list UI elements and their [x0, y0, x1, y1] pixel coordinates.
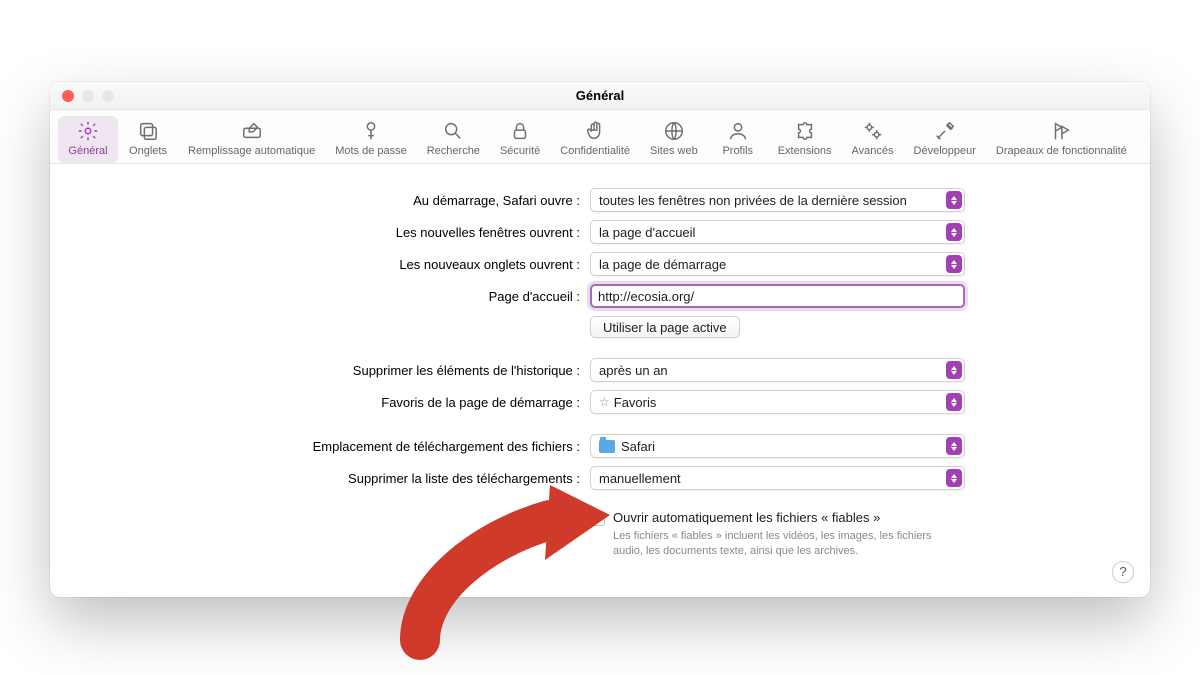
select-favorites[interactable]: ☆ Favoris — [590, 390, 965, 414]
toolbar-tab-tools[interactable]: Développeur — [904, 116, 986, 163]
toolbar-tab-flags[interactable]: Drapeaux de fonctionnalité — [986, 116, 1137, 163]
toolbar-tab-hand[interactable]: Confidentialité — [550, 116, 640, 163]
stepper-icon — [946, 361, 962, 379]
select-new-tabs-value: la page de démarrage — [599, 257, 726, 272]
hand-icon — [584, 120, 606, 142]
general-pane: Au démarrage, Safari ouvre : toutes les … — [50, 164, 1150, 597]
preferences-toolbar: Général Onglets Remplissage automatique Mot… — [50, 110, 1150, 164]
select-startup-value: toutes les fenêtres non privées de la de… — [599, 193, 907, 208]
folder-icon — [599, 440, 615, 453]
stepper-icon — [946, 437, 962, 455]
select-download-clear-value: manuellement — [599, 471, 681, 486]
stepper-icon — [946, 223, 962, 241]
select-download-location-value: Safari — [621, 439, 655, 454]
help-icon: ? — [1119, 564, 1126, 579]
flags-icon — [1050, 120, 1072, 142]
select-history[interactable]: après un an — [590, 358, 965, 382]
toolbar-tab-label: Extensions — [778, 145, 832, 157]
select-new-windows-value: la page d'accueil — [599, 225, 695, 240]
puzzle-icon — [794, 120, 816, 142]
toolbar-tab-label: Confidentialité — [560, 145, 630, 157]
toolbar-tab-label: Sites web — [650, 145, 698, 157]
label-favorites: Favoris de la page de démarrage : — [80, 395, 590, 410]
select-download-location[interactable]: Safari — [590, 434, 965, 458]
search-icon — [442, 120, 464, 142]
toolbar-tab-lock[interactable]: Sécurité — [490, 116, 550, 163]
person-icon — [727, 120, 749, 142]
gear-icon — [77, 120, 99, 142]
checkbox-safe-open-label: Ouvrir automatiquement les fichiers « fi… — [613, 510, 963, 525]
toolbar-tab-gears[interactable]: Avancés — [842, 116, 904, 163]
toolbar-tab-label: Avancés — [852, 145, 894, 157]
select-history-value: après un an — [599, 363, 668, 378]
toolbar-tab-label: Recherche — [427, 145, 480, 157]
stepper-icon — [946, 191, 962, 209]
lock-icon — [509, 120, 531, 142]
select-new-windows[interactable]: la page d'accueil — [590, 220, 965, 244]
safe-open-hint: Les fichiers « fiables » incluent les vi… — [613, 529, 963, 559]
stepper-icon — [946, 393, 962, 411]
star-icon: ☆ — [599, 395, 610, 409]
window-title: Général — [50, 88, 1150, 103]
toolbar-tab-key[interactable]: Mots de passe — [325, 116, 417, 163]
label-homepage: Page d'accueil : — [80, 289, 590, 304]
toolbar-tab-label: Général — [68, 145, 107, 157]
select-favorites-value: Favoris — [614, 395, 657, 410]
toolbar-tab-label: Sécurité — [500, 145, 540, 157]
toolbar-tab-pencil-box[interactable]: Remplissage automatique — [178, 116, 325, 163]
titlebar: Général — [50, 82, 1150, 110]
gears-icon — [862, 120, 884, 142]
label-history: Supprimer les éléments de l'historique : — [80, 363, 590, 378]
toolbar-tab-label: Remplissage automatique — [188, 145, 315, 157]
toolbar-tab-label: Drapeaux de fonctionnalité — [996, 145, 1127, 157]
stepper-icon — [946, 469, 962, 487]
toolbar-tab-tabs[interactable]: Onglets — [118, 116, 178, 163]
preferences-window: Général Général Onglets Remplissage automa… — [50, 82, 1150, 597]
label-download-clear: Supprimer la liste des téléchargements : — [80, 471, 590, 486]
label-new-windows: Les nouvelles fenêtres ouvrent : — [80, 225, 590, 240]
stepper-icon — [946, 255, 962, 273]
toolbar-tab-gear[interactable]: Général — [58, 116, 118, 163]
use-current-page-label: Utiliser la page active — [603, 320, 727, 335]
input-homepage-value: http://ecosia.org/ — [598, 289, 694, 304]
pencil-box-icon — [241, 120, 263, 142]
checkbox-safe-open[interactable] — [590, 511, 605, 526]
select-download-clear[interactable]: manuellement — [590, 466, 965, 490]
use-current-page-button[interactable]: Utiliser la page active — [590, 316, 740, 338]
globe-icon — [663, 120, 685, 142]
select-startup[interactable]: toutes les fenêtres non privées de la de… — [590, 188, 965, 212]
help-button[interactable]: ? — [1112, 561, 1134, 583]
toolbar-tab-search[interactable]: Recherche — [417, 116, 490, 163]
select-new-tabs[interactable]: la page de démarrage — [590, 252, 965, 276]
label-download-location: Emplacement de téléchargement des fichie… — [80, 439, 590, 454]
toolbar-tab-label: Onglets — [129, 145, 167, 157]
toolbar-tab-person[interactable]: Profils — [708, 116, 768, 163]
tools-icon — [934, 120, 956, 142]
toolbar-tab-globe[interactable]: Sites web — [640, 116, 708, 163]
key-icon — [360, 120, 382, 142]
toolbar-tab-label: Développeur — [914, 145, 976, 157]
label-startup: Au démarrage, Safari ouvre : — [80, 193, 590, 208]
toolbar-tab-puzzle[interactable]: Extensions — [768, 116, 842, 163]
tabs-icon — [137, 120, 159, 142]
label-new-tabs: Les nouveaux onglets ouvrent : — [80, 257, 590, 272]
input-homepage[interactable]: http://ecosia.org/ — [590, 284, 965, 308]
toolbar-tab-label: Profils — [722, 145, 753, 157]
toolbar-tab-label: Mots de passe — [335, 145, 407, 157]
